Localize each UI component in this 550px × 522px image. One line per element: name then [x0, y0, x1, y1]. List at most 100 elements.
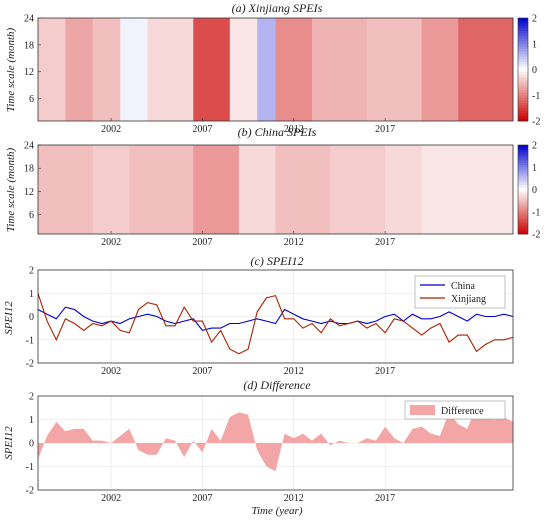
- panel-b-title: (b) China SPEIs: [238, 125, 317, 139]
- panel-c: (c) SPEI12 SPEI12 -2 -1 0 1 2 2002 2007 2012 201…: [3, 254, 514, 378]
- area-chart-series: [38, 405, 513, 472]
- heatmap-a-frame: [37, 17, 514, 122]
- heatmap-b-ticks: 2002 2007 2012 2017 6 12 18 24: [24, 141, 395, 249]
- y-tick-label: -1: [26, 335, 34, 346]
- colorbar-segment: [518, 84, 528, 88]
- y-tick-label: -2: [26, 359, 34, 370]
- line-chart-series: [37, 293, 514, 355]
- panel-a: (a) Xinjiang SPEIs Time scale (month) 20…: [5, 1, 540, 135]
- colorbar-segment: [518, 59, 528, 63]
- colorbar-segment: [518, 41, 528, 45]
- heatmap-a-ticks: 2002 2007 2012 2017 6 12 18 24: [24, 14, 395, 136]
- colorbar-segment: [518, 213, 528, 217]
- x-tick-label: 2017: [375, 124, 395, 135]
- heatmap-cell: [92, 145, 130, 234]
- y-tick-label: 1: [29, 415, 34, 426]
- colorbar-segment: [518, 205, 528, 208]
- x-tick-label: 2002: [101, 124, 121, 135]
- y-tick-label: 2: [29, 266, 34, 277]
- y-tick-label: -2: [26, 486, 34, 497]
- colorbar-segment: [518, 149, 528, 153]
- colorbar-segment: [518, 23, 528, 27]
- heatmap-cell: [257, 18, 276, 121]
- colorbar-segment: [518, 153, 528, 157]
- colorbar-segment: [518, 229, 528, 233]
- colorbar-segment: [518, 173, 528, 177]
- heatmap-cell: [129, 145, 194, 234]
- colorbar-segment: [518, 187, 528, 190]
- colorbar-segment: [518, 211, 528, 215]
- heatmap-cell: [193, 18, 231, 121]
- x-tick-label: 2002: [101, 237, 121, 248]
- y-tick-label: 24: [24, 141, 34, 152]
- heatmap-cell: [458, 18, 514, 121]
- colorbar-segment: [518, 100, 528, 104]
- heatmap-cell: [229, 18, 258, 121]
- colorbar-a: 2 1 0 -1 -2: [517, 14, 540, 128]
- x-tick-label: 2012: [284, 124, 304, 135]
- legend-label-xinjiang: Xinjiang: [451, 294, 486, 305]
- heatmap-cell: [275, 145, 331, 234]
- area-chart-frame: [37, 395, 514, 491]
- heatmap-cell: [421, 18, 459, 121]
- colorbar-tick-label: 1: [532, 163, 537, 174]
- heatmap-cell: [312, 18, 368, 121]
- colorbar-segment: [518, 69, 528, 73]
- colorbar-segment: [518, 115, 528, 119]
- x-tick-label: 2002: [101, 493, 121, 504]
- y-tick-label: 6: [29, 210, 34, 221]
- panel-a-title: (a) Xinjiang SPEIs: [232, 1, 323, 15]
- colorbar-segment: [518, 196, 528, 199]
- panel-d: (d) Difference SPEI12 -2 -1 0 1 2 2002 2007 201…: [3, 378, 514, 517]
- panel-d-title: (d) Difference: [243, 378, 311, 392]
- colorbar-segment: [518, 79, 528, 83]
- colorbar-segment: [518, 207, 528, 210]
- colorbar-segment: [518, 198, 528, 202]
- heatmap-cell: [65, 18, 94, 121]
- y-tick-label: -1: [26, 462, 34, 473]
- legend-label-china: China: [451, 281, 475, 292]
- colorbar-segment: [518, 77, 528, 81]
- x-tick-label: 2012: [284, 493, 304, 504]
- colorbar-segment: [518, 202, 528, 206]
- area-chart-ylabel: SPEI12: [3, 426, 15, 460]
- y-tick-label: 24: [24, 14, 34, 25]
- heatmap-cell: [38, 145, 94, 234]
- line-chart-frame: [37, 269, 514, 364]
- colorbar-segment: [518, 227, 528, 230]
- colorbar-segment: [518, 108, 528, 112]
- series-line-china: [37, 306, 514, 332]
- colorbar-segment: [518, 92, 528, 96]
- x-tick-label: 2007: [192, 493, 212, 504]
- x-tick-label: 2007: [192, 237, 212, 248]
- colorbar-segment: [518, 118, 528, 122]
- y-tick-label: 12: [24, 67, 34, 78]
- heatmap-b-ylabel: Time scale (month): [5, 148, 17, 233]
- colorbar-segment: [518, 147, 528, 150]
- colorbar-segment: [518, 74, 528, 78]
- colorbar-segment: [518, 38, 528, 42]
- colorbar-segment: [518, 54, 528, 58]
- colorbar-segment: [518, 46, 528, 50]
- line-chart-ticks: -2 -1 0 1 2 2002 2007 2012 2017: [26, 266, 395, 378]
- colorbar-segment: [518, 216, 528, 219]
- x-tick-label: 2017: [375, 237, 395, 248]
- colorbar-segment: [518, 51, 528, 55]
- colorbar-segment: [518, 30, 528, 34]
- panel-c-title: (c) SPEI12: [251, 254, 304, 268]
- y-tick-label: 6: [29, 94, 34, 105]
- x-tick-label: 2002: [101, 366, 121, 377]
- colorbar-tick-label: -2: [532, 230, 540, 241]
- colorbar-segment: [518, 209, 528, 213]
- y-tick-label: 0: [29, 439, 34, 450]
- colorbar-segment: [518, 102, 528, 106]
- x-tick-label: 2007: [192, 124, 212, 135]
- colorbar-segment: [518, 231, 528, 235]
- heatmap-b-cells: [38, 145, 514, 234]
- heatmap-cell: [275, 18, 313, 121]
- colorbar-segment: [518, 72, 528, 76]
- x-tick-label: 2017: [375, 366, 395, 377]
- colorbar-segment: [518, 156, 528, 159]
- colorbar-segment: [518, 160, 528, 164]
